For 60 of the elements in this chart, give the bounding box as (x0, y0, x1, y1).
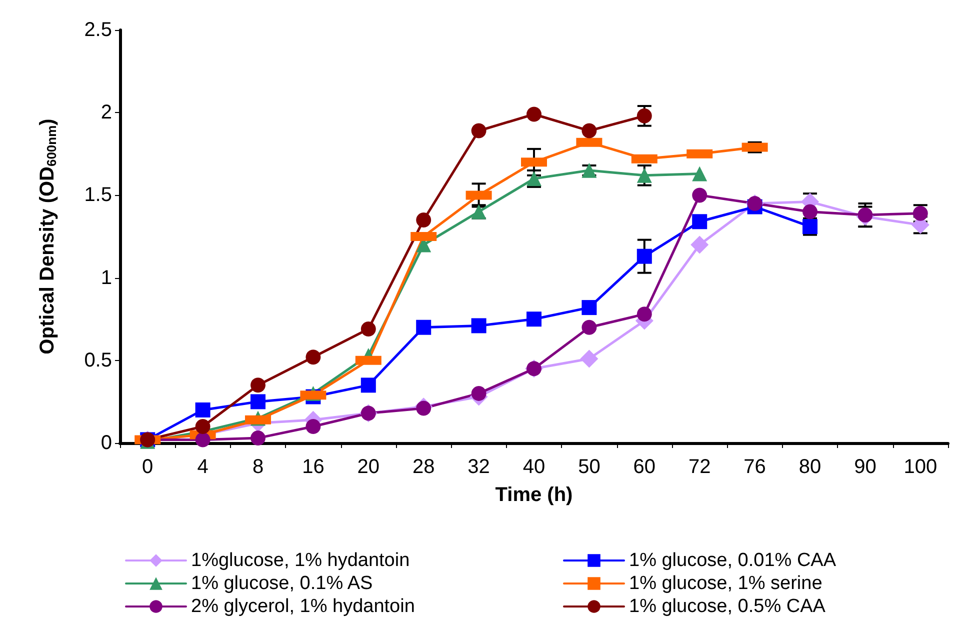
x-tick-label: 100 (904, 456, 938, 478)
point (195, 432, 210, 448)
x-tick-label: 76 (744, 456, 766, 478)
point (582, 300, 597, 316)
point (692, 166, 708, 182)
x-tick-label: 28 (412, 456, 435, 478)
x-tick-label: 16 (302, 456, 324, 478)
point (471, 123, 486, 138)
y-axis-title: Optical Density (OD600nm) (36, 118, 59, 354)
point (416, 320, 432, 335)
legend-label: 1% glucose, 0.01% CAA (629, 550, 836, 571)
point (526, 106, 542, 122)
y-tick-label: 0.5 (84, 349, 112, 372)
y-tick-label: 2.5 (84, 19, 112, 41)
point (690, 236, 709, 254)
point (416, 212, 432, 228)
y-tick-label: 2 (100, 102, 112, 124)
x-tick-label: 4 (197, 456, 208, 478)
point (471, 318, 486, 334)
point (582, 320, 597, 335)
x-tick-label: 20 (357, 456, 380, 478)
point (526, 312, 542, 327)
point (471, 386, 486, 401)
x-tick-label: 90 (854, 456, 876, 478)
legend-label: 2% glycerol, 1% hydantoin (191, 596, 415, 617)
point (802, 204, 818, 220)
legend-label: 1% glucose, 0.1% AS (191, 573, 373, 594)
point (692, 214, 708, 230)
y-tick-label: 0 (100, 432, 112, 454)
legend-label: 1%glucose, 1% hydantoin (191, 550, 410, 571)
point (195, 402, 210, 418)
point (250, 394, 266, 410)
x-tick-label: 60 (633, 456, 656, 478)
point (416, 400, 432, 416)
point (250, 378, 266, 393)
x-tick-label: 72 (688, 456, 711, 478)
y-tick-label: 1.5 (84, 184, 112, 206)
y-tick-label: 1 (100, 266, 112, 289)
point (582, 123, 597, 138)
legend-label: 1% glucose, 0.5% CAA (629, 596, 826, 617)
point (195, 418, 210, 434)
point (636, 248, 652, 264)
legend-label: 1% glucose, 1% serine (629, 573, 822, 594)
point (636, 108, 652, 124)
point (692, 188, 708, 203)
x-tick-label: 0 (142, 456, 154, 478)
point (636, 168, 652, 183)
x-axis-title: Time (h) (495, 484, 573, 506)
x-tick-label: 50 (578, 456, 600, 478)
point (636, 306, 652, 322)
point (250, 430, 266, 446)
x-tick-label: 32 (468, 456, 490, 478)
point (360, 378, 376, 393)
point (306, 350, 321, 365)
x-tick-label: 8 (252, 456, 264, 478)
point (306, 418, 321, 434)
point (580, 350, 598, 368)
x-tick-label: 40 (522, 456, 546, 478)
point (360, 322, 376, 337)
x-tick-label: 80 (798, 456, 822, 478)
